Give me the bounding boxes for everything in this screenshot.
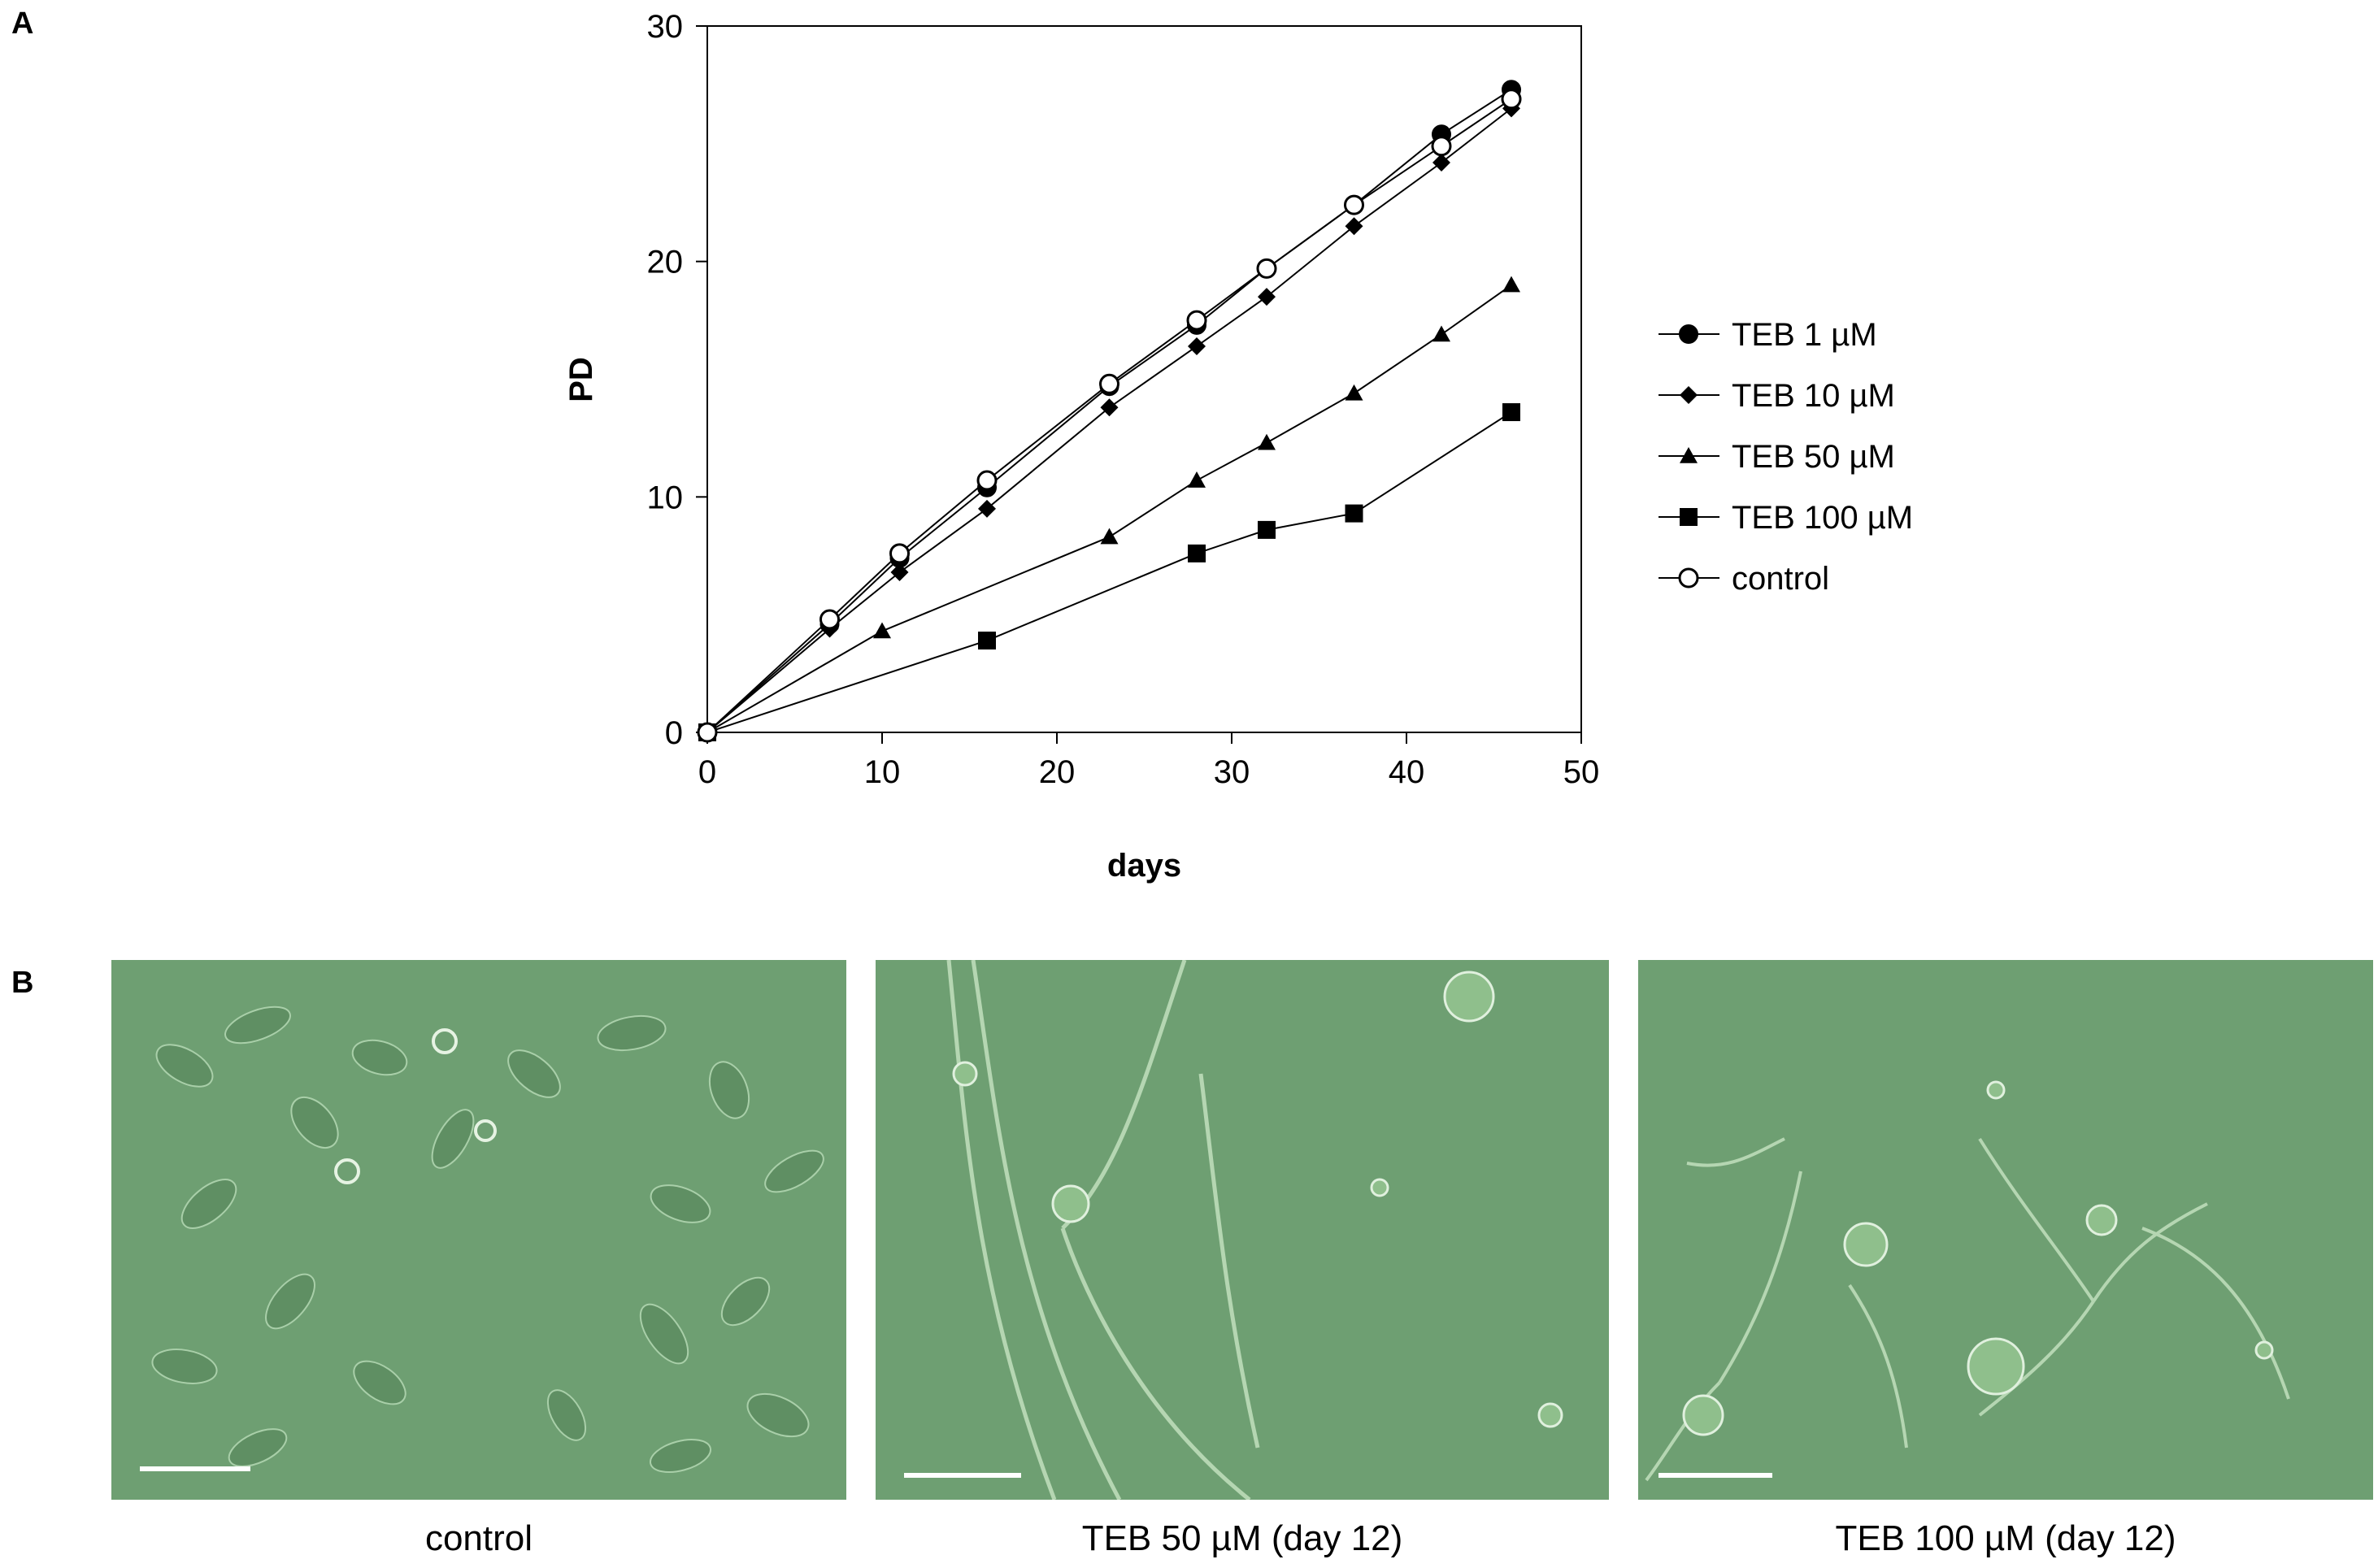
data-point: [978, 499, 996, 518]
data-point: [1432, 325, 1450, 342]
legend-marker: [1679, 324, 1698, 344]
plot-frame: [706, 25, 1582, 733]
series-line: [706, 98, 1512, 733]
data-point: [1186, 310, 1207, 331]
series-line: [706, 411, 1512, 733]
x-tick-label: 10: [864, 754, 901, 790]
data-point: [1502, 403, 1520, 422]
caption-teb-100: TEB 100 µM (day 12): [1835, 1518, 2176, 1558]
micrograph-control: [111, 960, 846, 1500]
legend-marker: [1680, 447, 1698, 463]
data-point: [978, 632, 996, 650]
data-point: [1258, 433, 1276, 450]
x-tick-label: 30: [1214, 754, 1250, 790]
data-point: [1345, 384, 1363, 401]
y-tick-label: 20: [647, 245, 684, 280]
scale-bar-teb-50: [904, 1473, 1021, 1478]
data-point: [1345, 217, 1363, 236]
data-point: [1099, 373, 1119, 394]
data-point: [697, 722, 718, 743]
x-tick-label: 50: [1563, 754, 1600, 790]
data-point: [1502, 276, 1520, 293]
data-point: [1258, 520, 1276, 539]
scale-bar-teb-100: [1659, 1473, 1772, 1478]
y-tick-label: 0: [665, 715, 683, 751]
panel-label-b: B: [11, 966, 34, 1000]
data-point: [1344, 194, 1364, 215]
y-tick-label: 10: [647, 480, 684, 515]
micrograph-teb-50: [876, 960, 1609, 1500]
legend-label: control: [1732, 561, 1829, 597]
data-point: [889, 543, 910, 564]
data-point: [873, 622, 891, 639]
data-point: [1256, 258, 1277, 279]
x-axis-label: days: [1107, 848, 1181, 884]
legend-label: TEB 10 µM: [1732, 378, 1895, 414]
legend-label: TEB 50 µM: [1732, 439, 1895, 475]
data-point: [1188, 544, 1206, 562]
data-point: [819, 609, 840, 630]
x-tick-label: 0: [698, 754, 716, 790]
legend-label: TEB 1 µM: [1732, 317, 1877, 353]
legend-marker: [1680, 386, 1698, 404]
data-point: [1100, 398, 1119, 417]
panel-label-a: A: [11, 7, 34, 41]
legend-marker: [1678, 567, 1699, 589]
y-axis-label: PD: [563, 357, 599, 402]
data-point: [1100, 528, 1119, 545]
data-point: [1345, 504, 1363, 523]
legend-label: TEB 100 µM: [1732, 500, 1913, 536]
micrograph-teb-100: [1638, 960, 2373, 1500]
scale-bar-control: [140, 1466, 250, 1471]
series-line: [706, 284, 1512, 733]
y-tick-label: 30: [647, 9, 684, 45]
data-point: [1258, 288, 1276, 306]
caption-teb-50: TEB 50 µM (day 12): [1081, 1518, 1403, 1558]
data-point: [976, 470, 998, 491]
legend-marker: [1680, 508, 1698, 526]
data-point: [1188, 471, 1206, 488]
x-tick-label: 40: [1389, 754, 1425, 790]
data-point: [1188, 337, 1206, 355]
series-line: [706, 107, 1512, 733]
caption-control: control: [424, 1518, 533, 1558]
series-line: [706, 89, 1512, 733]
data-point: [1432, 154, 1450, 172]
pd-line-chart: 0 10 20 30 40 50 0 10 20 30 days PD TEB 1 µM TEB 10 µ…: [563, 9, 1913, 884]
data-point: [1431, 136, 1452, 157]
x-tick-label: 20: [1039, 754, 1076, 790]
data-point: [1501, 89, 1522, 110]
data-point: [890, 563, 909, 582]
